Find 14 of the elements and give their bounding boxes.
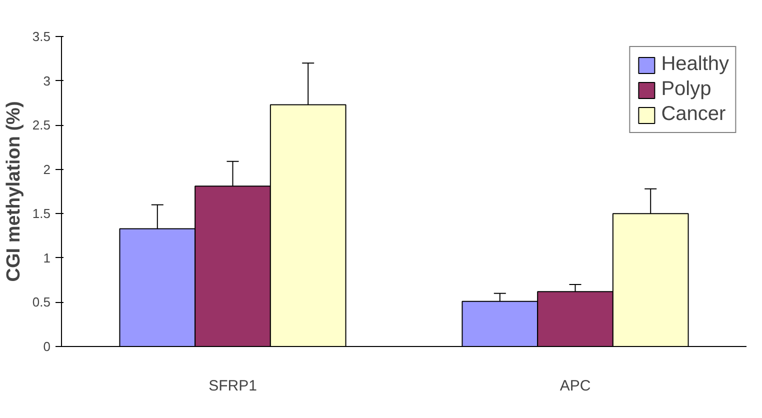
y-tick-label: 0	[43, 339, 51, 354]
y-tick-label: 2.5	[32, 118, 51, 133]
y-axis-title: CGI methylation (%)	[3, 101, 24, 282]
y-tick-label: 2	[43, 162, 51, 177]
y-tick-label: 1.5	[32, 206, 51, 222]
y-tick-label: 1	[43, 250, 51, 266]
legend-label: Cancer	[661, 103, 726, 126]
y-tick-label: 3	[43, 73, 51, 88]
x-tick-label: SFRP1	[208, 378, 257, 394]
legend-label: Polyp	[661, 78, 712, 101]
x-tick-label: APC	[560, 378, 591, 394]
y-tick-label: 3.5	[32, 29, 51, 44]
legend-label: Healthy	[661, 53, 729, 76]
y-tick-label: 0.5	[32, 294, 51, 310]
